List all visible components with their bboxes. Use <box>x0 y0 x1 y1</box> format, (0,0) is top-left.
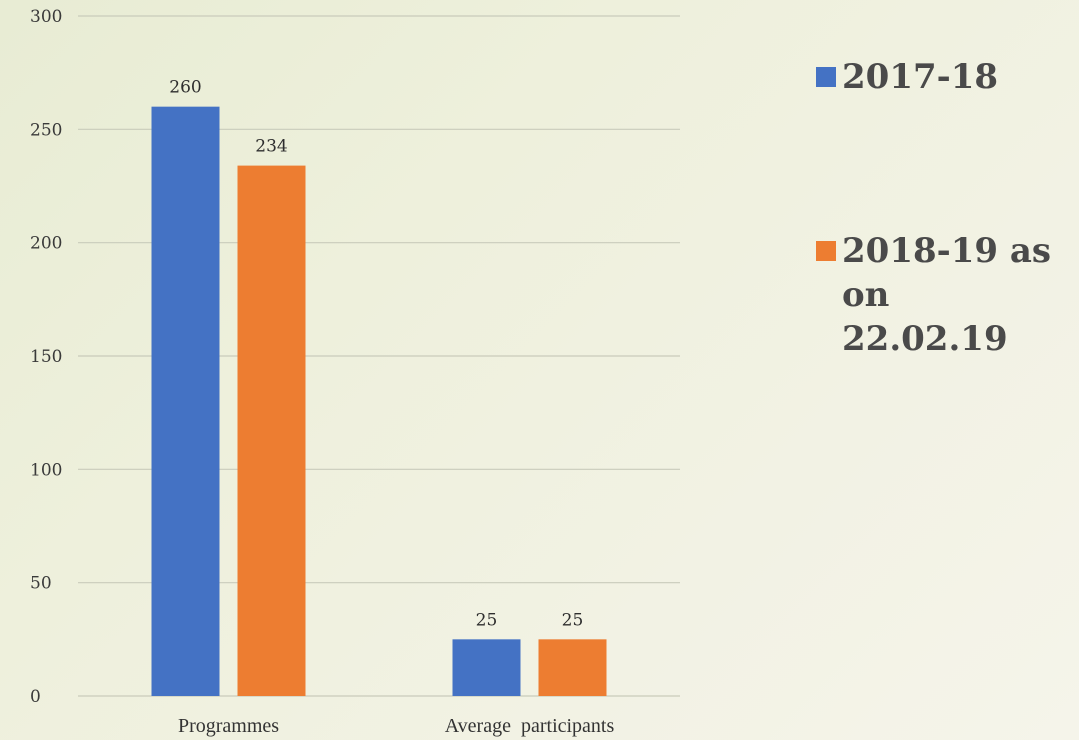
bar-value-label: 260 <box>169 78 201 98</box>
legend-label-series-1: 2017-18 <box>842 57 999 97</box>
bars <box>151 106 607 697</box>
bar <box>538 639 607 696</box>
bar-chart: 0 50 100 150 200 250 300 260 234 25 25 Programmes… <box>30 7 680 737</box>
legend-item-series-2: 2018-19 as on 22.02.19 <box>816 229 1076 361</box>
y-tick-label: 300 <box>30 7 62 27</box>
bar <box>237 165 306 697</box>
bar <box>151 106 220 696</box>
y-tick-label: 0 <box>30 687 41 707</box>
legend-label-series-2: 2018-19 as on 22.02.19 <box>842 231 1052 359</box>
legend-swatch-series-1 <box>816 67 836 87</box>
legend-swatch-series-2 <box>816 241 836 261</box>
y-tick-label: 50 <box>30 574 52 594</box>
x-category-label: Average participants <box>445 715 615 737</box>
y-tick-label: 250 <box>30 120 62 140</box>
legend: 2017-18 2018-19 as on 22.02.19 <box>816 55 1076 361</box>
y-tick-label: 100 <box>30 460 62 480</box>
y-tick-label: 200 <box>30 234 62 254</box>
category-labels: Programmes Average participants <box>178 715 615 737</box>
bar-value-label: 25 <box>476 610 498 630</box>
x-category-label: Programmes <box>178 715 279 737</box>
bar-value-label: 25 <box>562 610 584 630</box>
y-axis-ticks: 0 50 100 150 200 250 300 <box>30 7 62 707</box>
bar <box>452 639 521 696</box>
bar-value-label: 234 <box>255 137 287 157</box>
y-tick-label: 150 <box>30 347 62 367</box>
legend-item-series-1: 2017-18 <box>816 55 1076 99</box>
data-labels: 260 234 25 25 <box>169 78 583 631</box>
